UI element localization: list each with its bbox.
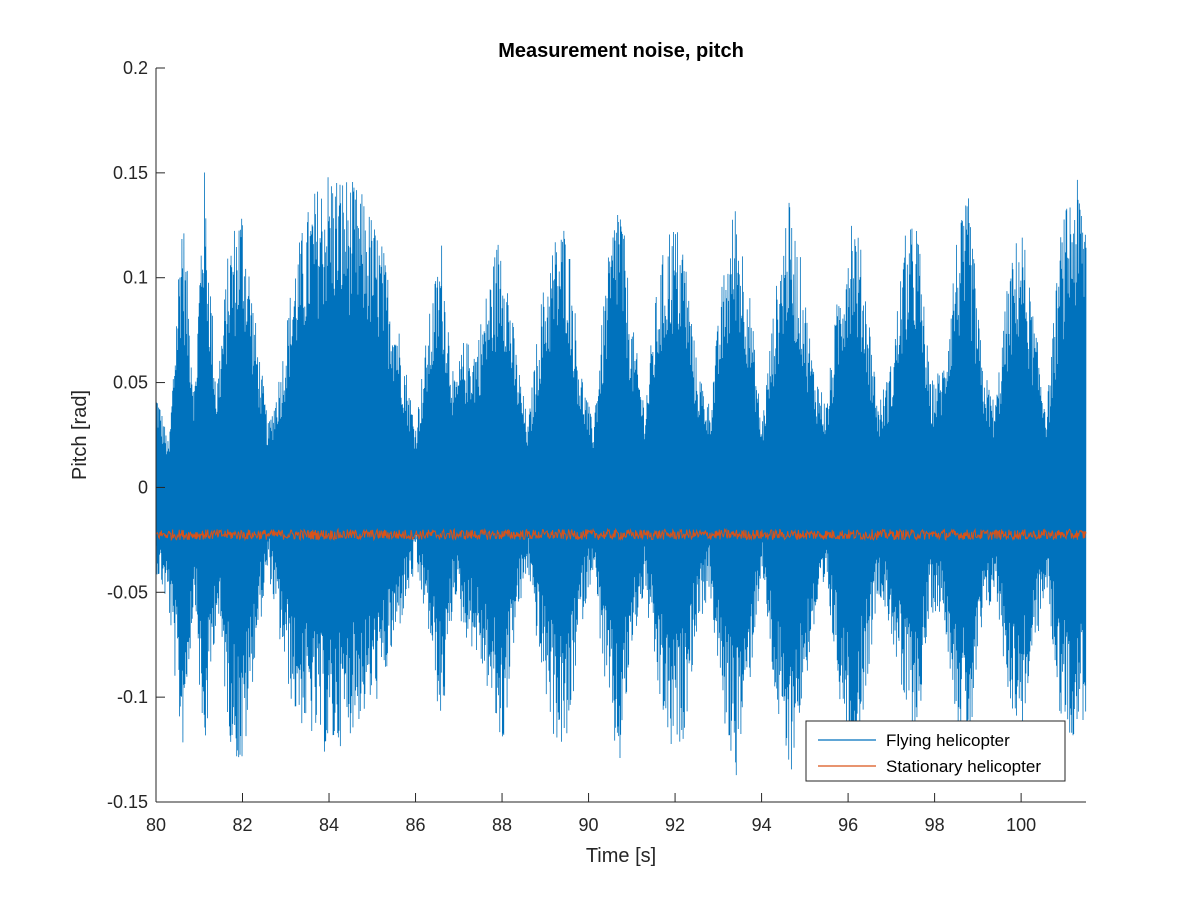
y-tick-label: 0 xyxy=(138,477,148,497)
legend: Flying helicopter Stationary helicopter xyxy=(805,720,1066,782)
y-axis-label: Pitch [rad] xyxy=(69,390,91,480)
y-tick-label: 0.1 xyxy=(123,268,148,288)
y-ticks: -0.15 -0.1 -0.05 0 0.05 0.1 0.15 0.2 xyxy=(107,58,165,812)
axes: 80 82 84 86 88 90 92 94 96 98 100 -0.15 -0.1 -0.05 0 0… xyxy=(107,58,1086,835)
plot-area xyxy=(155,68,1087,802)
y-tick-label: 0.05 xyxy=(113,373,148,393)
x-tick-label: 90 xyxy=(579,815,599,835)
legend-box xyxy=(805,720,1066,782)
x-tick-label: 82 xyxy=(232,815,252,835)
y-tick-label: 0.15 xyxy=(113,163,148,183)
x-tick-label: 84 xyxy=(319,815,339,835)
x-tick-label: 98 xyxy=(925,815,945,835)
y-tick-label: -0.15 xyxy=(107,792,148,812)
x-tick-label: 96 xyxy=(838,815,858,835)
x-tick-label: 94 xyxy=(752,815,772,835)
legend-label-stationary: Stationary helicopter xyxy=(886,757,1041,776)
flying-helicopter-line xyxy=(155,172,1087,776)
y-tick-label: -0.05 xyxy=(107,582,148,602)
chart-title: Measurement noise, pitch xyxy=(498,40,744,62)
legend-label-flying: Flying helicopter xyxy=(886,731,1010,750)
x-tick-label: 86 xyxy=(406,815,426,835)
x-tick-label: 100 xyxy=(1006,815,1036,835)
x-axis-label: Time [s] xyxy=(586,845,656,867)
y-tick-label: 0.2 xyxy=(123,58,148,78)
flying-helicopter-series xyxy=(155,172,1087,776)
x-tick-label: 92 xyxy=(665,815,685,835)
x-tick-label: 80 xyxy=(146,815,166,835)
x-tick-label: 88 xyxy=(492,815,512,835)
stationary-helicopter-series xyxy=(155,527,1087,542)
y-tick-label: -0.1 xyxy=(117,687,148,707)
stationary-helicopter-line xyxy=(155,527,1087,542)
x-ticks: 80 82 84 86 88 90 92 94 96 98 100 xyxy=(146,793,1036,835)
